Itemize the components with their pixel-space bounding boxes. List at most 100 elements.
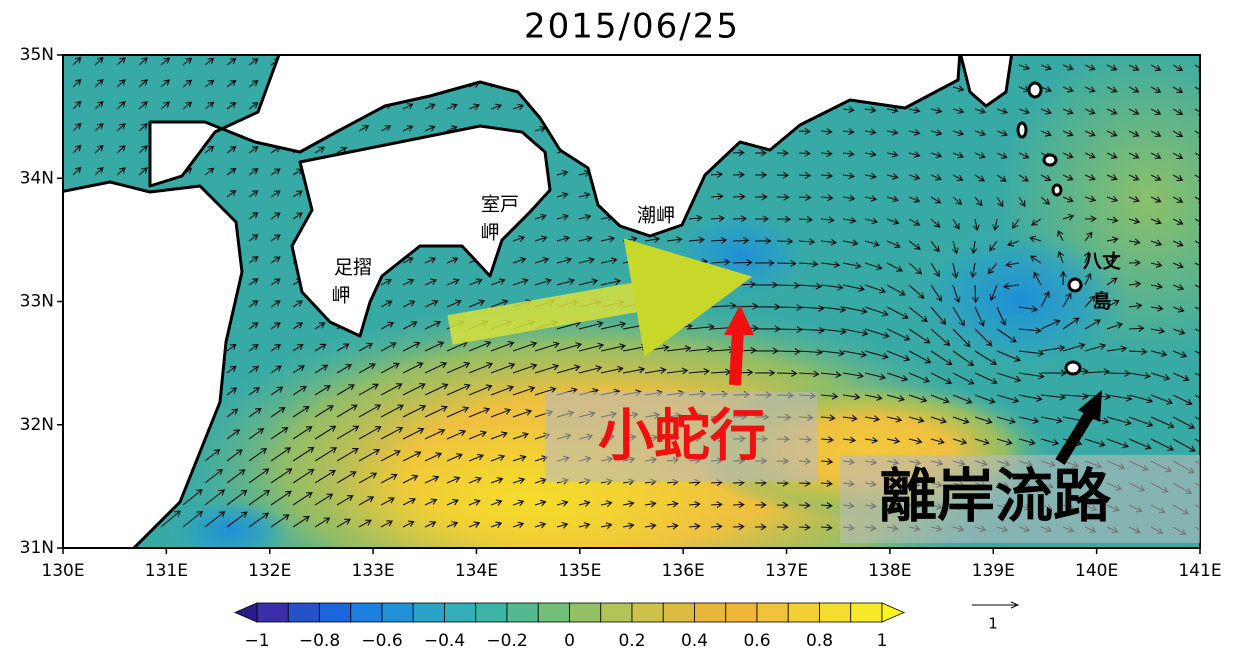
- vector-arrow: [336, 447, 359, 462]
- vector-arrow: [969, 262, 977, 279]
- lon-label: 139E: [972, 561, 1015, 581]
- vector-arrow: [908, 106, 921, 114]
- vector-arrow: [1018, 174, 1029, 182]
- vector-arrow: [1172, 350, 1188, 358]
- vector-arrow: [992, 218, 1000, 232]
- vector-arrow: [138, 79, 148, 88]
- vector-arrow: [930, 306, 947, 325]
- vector-arrow: [270, 168, 281, 176]
- vector-arrow: [732, 149, 745, 157]
- vector-arrow: [1062, 174, 1074, 181]
- vector-arrow: [908, 284, 925, 299]
- vector-arrow: [358, 496, 375, 506]
- vector-arrow: [116, 57, 126, 66]
- vector-arrow: [490, 362, 516, 374]
- vector-arrow: [952, 129, 965, 137]
- vector-arrow: [1150, 152, 1162, 159]
- vector-arrow: [424, 405, 448, 418]
- red-arrow: [729, 329, 744, 386]
- colorbar-label: −1: [244, 631, 269, 651]
- vector-arrow: [1128, 174, 1140, 181]
- vector-arrow: [1057, 229, 1064, 242]
- honshu: [148, 55, 962, 238]
- vector-arrow: [1172, 394, 1193, 406]
- vector-arrow: [886, 195, 899, 203]
- vector-arrow: [820, 172, 834, 180]
- vector-arrow: [908, 328, 931, 344]
- vector-arrow: [314, 322, 326, 330]
- vector-arrow: [996, 394, 1020, 404]
- vector-arrow: [1084, 272, 1092, 286]
- vector-arrow: [1128, 108, 1140, 115]
- vector-arrow: [952, 416, 970, 425]
- vector-arrow: [820, 261, 841, 269]
- vector-arrow: [930, 174, 942, 181]
- vector-arrow: [1040, 63, 1052, 71]
- vector-arrow: [1194, 328, 1200, 336]
- vector-arrow: [1040, 108, 1052, 115]
- vector-arrow: [1084, 86, 1096, 93]
- vector-arrow: [380, 125, 392, 132]
- vector-arrow: [556, 521, 569, 529]
- vector-arrow: [468, 299, 486, 308]
- vector-arrow: [556, 278, 576, 286]
- vector-arrow: [1172, 152, 1184, 160]
- vector-arrow: [754, 237, 772, 245]
- vector-arrow: [666, 367, 689, 375]
- vector-arrow: [952, 350, 975, 366]
- vector-arrow: [776, 193, 790, 201]
- vector-arrow: [468, 453, 484, 462]
- vector-arrow: [402, 520, 415, 528]
- vector-arrow: [116, 79, 126, 88]
- vector-arrow: [72, 78, 82, 88]
- vector-arrow: [974, 174, 985, 182]
- color-swatch: [287, 602, 320, 623]
- vector-arrow: [996, 328, 1017, 343]
- vector-arrow: [930, 240, 940, 253]
- vector-arrow: [1150, 304, 1164, 312]
- vector-arrow: [314, 146, 326, 154]
- vector-arrow: [820, 150, 833, 158]
- vector-arrow: [358, 472, 378, 484]
- vector-arrow: [842, 106, 855, 114]
- vector-arrow: [996, 372, 1022, 383]
- vector-arrow: [732, 523, 745, 531]
- vector-arrow: [578, 522, 591, 529]
- lon-label: 130E: [41, 561, 84, 581]
- vector-arrow: [292, 385, 307, 396]
- vector-arrow: [754, 193, 768, 201]
- vector-arrow: [270, 234, 281, 242]
- vector-arrow: [864, 328, 890, 339]
- vector-arrow: [1172, 174, 1184, 181]
- vector-arrow: [578, 278, 599, 286]
- vector-arrow: [972, 218, 980, 232]
- vector-arrow: [512, 499, 525, 507]
- ocean-field: [63, 55, 1200, 548]
- vector-arrow: [1172, 130, 1184, 138]
- vector-arrow: [776, 523, 789, 531]
- vector-arrow: [138, 101, 148, 110]
- vector-arrow: [1040, 319, 1061, 330]
- vector-arrow: [490, 521, 503, 529]
- colorbar-label: 0.8: [806, 631, 833, 651]
- vector-arrow: [336, 343, 350, 352]
- vector-arrow: [952, 196, 963, 205]
- annotation: 小蛇行: [598, 404, 766, 469]
- vector-arrow: [270, 300, 281, 308]
- vector-arrow: [1018, 394, 1043, 402]
- vector-arrow: [490, 340, 515, 352]
- vector-arrow: [996, 174, 1007, 182]
- vector-arrow: [424, 299, 439, 308]
- vector-arrow: [1029, 255, 1042, 264]
- title: 2015/06/25: [524, 7, 740, 47]
- vector-arrow: [864, 240, 880, 248]
- vector-scale: 1: [972, 601, 1020, 633]
- vector-arrow: [248, 58, 259, 66]
- color-swatch: [412, 602, 445, 623]
- vector-arrow: [292, 515, 310, 528]
- vector-arrow: [1150, 282, 1164, 290]
- vector-arrow: [380, 520, 394, 528]
- lat-label: 34N: [20, 168, 54, 188]
- vector-arrow: [424, 383, 449, 396]
- vector-arrow: [974, 394, 996, 404]
